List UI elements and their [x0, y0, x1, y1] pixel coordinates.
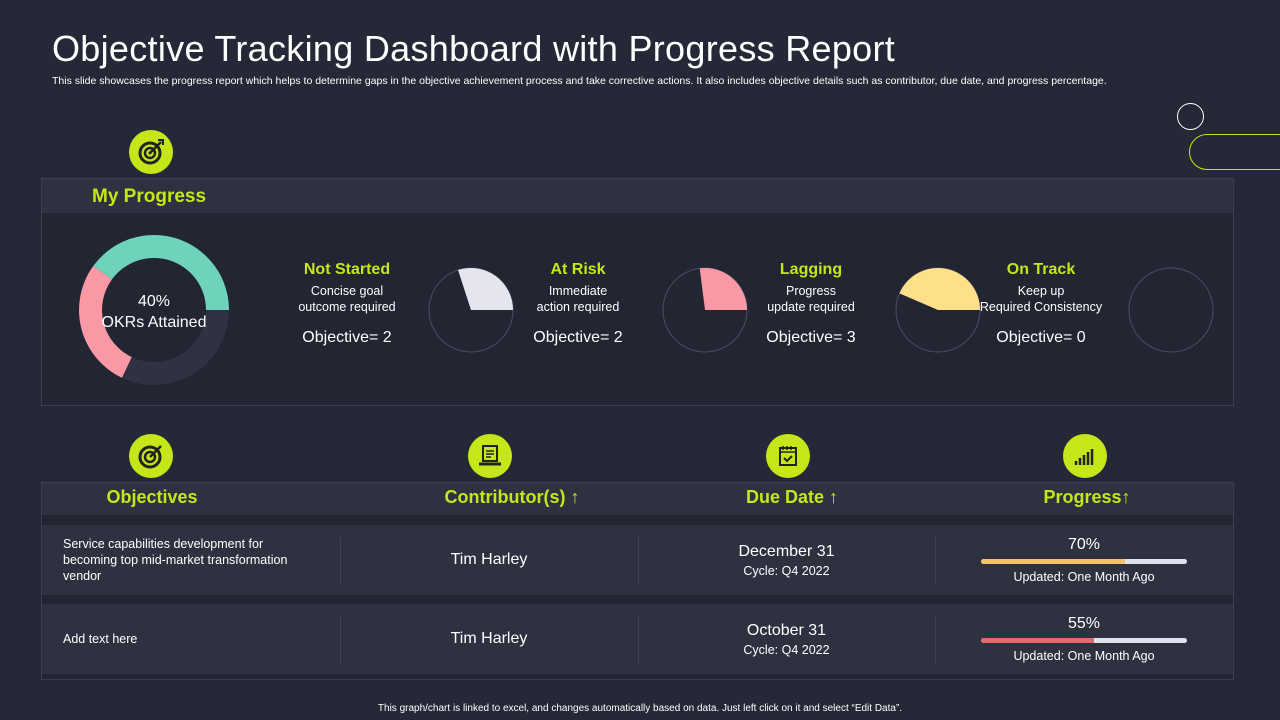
contributor-cell: Tim Harley: [340, 604, 638, 674]
status-lagging: Lagging Progress update required Objective=…: [726, 261, 896, 347]
status-name: Not Started: [303, 261, 391, 278]
header-due-label: Due Date: [745, 487, 824, 507]
okr-label: OKRs Attained: [101, 314, 207, 331]
status-desc: action required: [536, 300, 620, 314]
my-progress-panel: My Progress 40% OKRs Attained Not Starte…: [41, 178, 1234, 406]
target-icon: [129, 434, 173, 484]
objectives-table: Objectives Contributor(s) ↑ Due Date ↑ P…: [41, 482, 1234, 680]
objective-cell: Service capabilities development for bec…: [63, 525, 293, 595]
status-pie-1: [662, 267, 748, 353]
donut-segment-attained: [93, 235, 229, 310]
due-date-cell: October 31 Cycle: Q4 2022: [638, 604, 935, 674]
page-title: Objective Tracking Dashboard with Progre…: [52, 28, 896, 69]
contributor-name: Tim Harley: [450, 551, 528, 568]
progress-bar-fill: [981, 638, 1095, 643]
footer-note: This graph/chart is linked to excel, and…: [377, 703, 903, 714]
due-date: October 31: [746, 621, 827, 639]
cycle: Cycle: Q4 2022: [743, 563, 830, 578]
table-row[interactable]: Add text here Tim Harley October 31 Cycle…: [42, 604, 1233, 674]
progress-cell: 70% Updated: One Month Ago: [935, 525, 1233, 595]
progress-bar-fill: [981, 559, 1126, 564]
progress-cell: 55% Updated: One Month Ago: [935, 604, 1233, 674]
objective-cell: Add text here: [63, 604, 293, 674]
status-at-risk: At Risk Immediate action required Objective…: [493, 261, 663, 347]
progress-percent: 55%: [1067, 615, 1101, 632]
contributor-name: Tim Harley: [450, 630, 528, 647]
status-pie-3: [1128, 267, 1214, 353]
page-subtitle: This slide showcases the progress report…: [52, 75, 1107, 87]
pie-slice: [899, 268, 980, 310]
header-contributors-label: Contributor(s): [444, 487, 566, 507]
cycle: Cycle: Q4 2022: [743, 642, 830, 657]
progress-percent: 70%: [1067, 536, 1101, 553]
calendar-check-icon: [766, 434, 810, 484]
status-name: On Track: [1006, 261, 1076, 278]
status-objective-count: Objective= 2: [302, 329, 392, 346]
sort-arrow-icon: ↑: [570, 487, 580, 507]
target-icon: [129, 130, 173, 180]
panel-title: My Progress: [92, 186, 207, 207]
status-desc: outcome required: [298, 300, 396, 314]
table-row[interactable]: Service capabilities development for bec…: [42, 525, 1233, 595]
status-desc: Immediate: [548, 284, 608, 298]
decorative-circle: [1177, 103, 1204, 130]
objective-text: Service capabilities development for bec…: [63, 537, 288, 583]
status-not-started: Not Started Concise goal outcome required O…: [262, 261, 432, 347]
pie-slice: [699, 268, 747, 310]
decorative-pill: [1189, 134, 1280, 170]
header-contributors[interactable]: Contributor(s) ↑: [402, 487, 622, 508]
status-objective-count: Objective= 2: [533, 329, 623, 346]
objective-text: Add text here: [63, 632, 138, 646]
header-progress[interactable]: Progress↑: [992, 487, 1182, 508]
status-name: At Risk: [550, 261, 606, 278]
status-desc: Required Consistency: [979, 300, 1103, 314]
document-laptop-icon: [468, 434, 512, 484]
status-name: Lagging: [779, 261, 843, 278]
status-on-track: On Track Keep up Required Consistency Objec…: [956, 261, 1126, 347]
sort-arrow-icon: ↑: [1121, 487, 1131, 507]
header-objectives: Objectives: [106, 487, 198, 507]
status-pie-0: [428, 267, 514, 353]
bar-chart-icon: [1063, 434, 1107, 484]
okr-donut-chart: [79, 235, 229, 385]
progress-bar: [981, 638, 1187, 643]
header-progress-label: Progress: [1043, 487, 1122, 507]
status-objective-count: Objective= 3: [766, 329, 856, 346]
donut-segment-pink: [79, 265, 132, 378]
sort-arrow-icon: ↑: [829, 487, 839, 507]
pie-outline: [1128, 267, 1214, 353]
donut-segment-remaining: [122, 310, 229, 385]
pie-slice: [458, 268, 513, 310]
updated-text: Updated: One Month Ago: [1013, 649, 1155, 663]
status-desc: Keep up: [1017, 284, 1065, 298]
progress-bar: [981, 559, 1187, 564]
due-date-cell: December 31 Cycle: Q4 2022: [638, 525, 935, 595]
contributor-cell: Tim Harley: [340, 525, 638, 595]
table-header: Objectives Contributor(s) ↑ Due Date ↑ P…: [42, 483, 1233, 515]
okr-percent: 40%: [137, 293, 171, 310]
updated-text: Updated: One Month Ago: [1013, 570, 1155, 584]
header-due-date[interactable]: Due Date ↑: [702, 487, 882, 508]
status-pie-2: [895, 267, 981, 353]
status-desc: Progress: [785, 284, 837, 298]
due-date: December 31: [738, 542, 835, 560]
status-desc: update required: [767, 300, 855, 314]
status-desc: Concise goal: [310, 284, 384, 298]
status-objective-count: Objective= 0: [996, 329, 1086, 346]
